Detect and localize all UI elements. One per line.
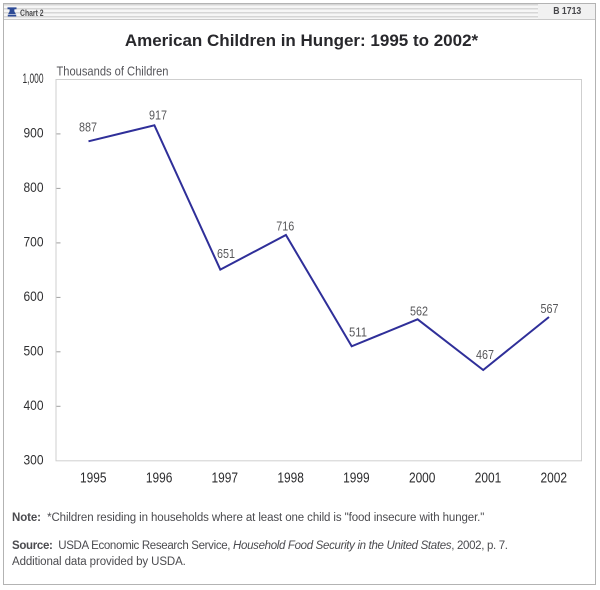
svg-text:1,000: 1,000 <box>23 70 44 86</box>
svg-text:567: 567 <box>541 301 559 316</box>
svg-text:1996: 1996 <box>146 471 173 487</box>
svg-text:716: 716 <box>276 218 294 233</box>
svg-text:1997: 1997 <box>212 471 239 487</box>
svg-text:600: 600 <box>24 288 44 304</box>
svg-text:2000: 2000 <box>409 471 436 487</box>
svg-text:1998: 1998 <box>277 471 304 487</box>
svg-text:2001: 2001 <box>475 471 502 487</box>
svg-text:511: 511 <box>349 324 367 339</box>
svg-text:300: 300 <box>24 452 44 468</box>
svg-text:2002: 2002 <box>541 471 568 487</box>
svg-text:800: 800 <box>24 179 44 195</box>
svg-text:651: 651 <box>217 246 235 261</box>
svg-text:467: 467 <box>476 347 494 362</box>
svg-text:Thousands of Children: Thousands of Children <box>57 64 169 79</box>
svg-text:900: 900 <box>24 125 44 141</box>
svg-text:700: 700 <box>24 234 44 250</box>
svg-text:917: 917 <box>149 108 167 123</box>
svg-text:1999: 1999 <box>343 471 370 487</box>
svg-text:400: 400 <box>24 397 44 413</box>
svg-text:1995: 1995 <box>80 471 107 487</box>
svg-text:887: 887 <box>79 120 97 135</box>
svg-text:500: 500 <box>24 343 44 359</box>
svg-text:562: 562 <box>410 303 428 318</box>
